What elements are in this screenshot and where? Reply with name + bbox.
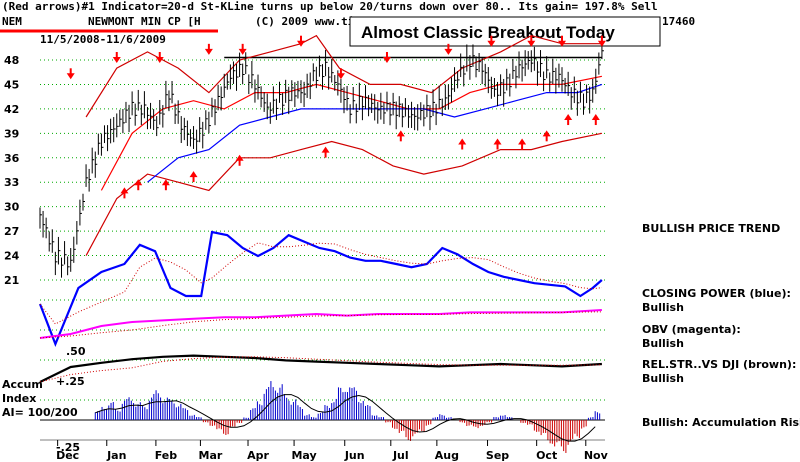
buy-arrow-5	[321, 146, 330, 153]
obv-title: OBV (magenta):	[642, 323, 741, 336]
sell-arrow-8	[444, 48, 453, 55]
accum-smoothed-line	[95, 394, 596, 442]
sell-arrow-10	[527, 40, 536, 47]
relstr-title: REL.STR..VS DJI (brown):	[642, 358, 796, 371]
month-label-mar: Mar	[199, 449, 223, 462]
buy-arrow-1	[134, 179, 143, 186]
buy-arrow-4	[235, 154, 244, 161]
accum-status: Bullish: Accumulation Rising	[642, 416, 800, 429]
buy-arrow-8	[493, 138, 502, 145]
month-label-oct: Oct	[536, 449, 557, 462]
ticker-symbol: NEM	[2, 15, 22, 28]
sell-arrow-0	[66, 73, 75, 80]
date-range: 11/5/2008-11/6/2009	[40, 33, 166, 46]
y-tick-21: 21	[4, 274, 19, 287]
y-tick-30: 30	[4, 201, 20, 214]
y-tick-36: 36	[4, 152, 20, 165]
y-tick-48: 48	[4, 54, 19, 67]
month-label-jun: Jun	[344, 449, 365, 462]
closing-power-title: CLOSING POWER (blue):	[642, 287, 791, 300]
buy-arrow-6	[396, 130, 405, 137]
obv-line-signal	[39, 311, 602, 339]
accum-label-3: AI= 100/200	[2, 406, 78, 419]
month-label-feb: Feb	[155, 449, 178, 462]
buy-arrow-0	[120, 187, 129, 194]
sell-arrow-1	[112, 57, 121, 63]
buy-arrow-9	[518, 138, 527, 145]
obv-status: Bullish	[642, 337, 684, 350]
sell-arrow-7	[382, 57, 391, 63]
sell-arrow-4	[238, 48, 247, 55]
header-line1: (Red arrows)#1 Indicator=20-d St-KLine t…	[2, 0, 658, 13]
y-tick-42: 42	[4, 103, 19, 116]
y-tick-24: 24	[4, 250, 20, 263]
sell-arrow-9	[487, 40, 496, 47]
lower-tick-plus25: +.25	[56, 375, 85, 388]
upper-band	[85, 34, 602, 118]
relative-strength-vs-dji-line	[39, 354, 602, 383]
month-label-jan: Jan	[106, 449, 126, 462]
callout-box	[349, 16, 661, 47]
month-label-dec: Dec	[56, 449, 79, 462]
buy-arrow-3	[189, 171, 198, 178]
month-label-sep: Sep	[486, 449, 509, 462]
sell-arrow-12	[597, 40, 606, 47]
lower-tick-minus25: -.25	[56, 441, 80, 454]
accum-label-2: Index	[2, 392, 36, 405]
sell-arrow-11	[558, 40, 567, 47]
buy-arrow-12	[591, 114, 600, 121]
buy-arrow-7	[458, 138, 467, 145]
relative-strength-vs-dji-line-signal	[39, 356, 602, 383]
y-tick-27: 27	[4, 225, 19, 238]
closing-power-line	[38, 230, 603, 347]
accum-label-1: Accum	[2, 378, 43, 391]
y-tick-33: 33	[4, 176, 19, 189]
month-label-jul: Jul	[392, 449, 409, 462]
header-right-fragment: 17460	[662, 15, 695, 28]
sell-arrow-3	[204, 48, 213, 55]
lower-band	[85, 132, 603, 256]
relstr-status: Bullish	[642, 372, 684, 385]
month-label-nov: Nov	[584, 449, 609, 462]
sell-arrow-6	[336, 73, 345, 80]
obv-line	[39, 309, 602, 339]
month-label-may: May	[291, 449, 316, 462]
trend-label: BULLISH PRICE TREND	[642, 222, 780, 235]
closing-power-status: Bullish	[642, 301, 684, 314]
y-tick-39: 39	[4, 127, 19, 140]
callout-text: Almost Classic Breakout Today	[361, 23, 615, 42]
closing-power-line-signal	[39, 242, 602, 325]
sell-arrow-2	[155, 57, 164, 63]
sell-arrow-5	[297, 40, 306, 47]
buy-arrow-10	[542, 130, 551, 137]
month-label-aug: Aug	[435, 449, 459, 462]
month-label-apr: Apr	[247, 449, 269, 462]
lower-tick-50: .50	[66, 345, 86, 358]
company-name: NEWMONT MIN CP [H	[88, 15, 201, 28]
copyright: (C) 2009 www.tig	[255, 15, 361, 28]
y-tick-45: 45	[4, 78, 19, 91]
buy-arrow-11	[564, 114, 573, 121]
buy-arrow-2	[161, 179, 170, 186]
